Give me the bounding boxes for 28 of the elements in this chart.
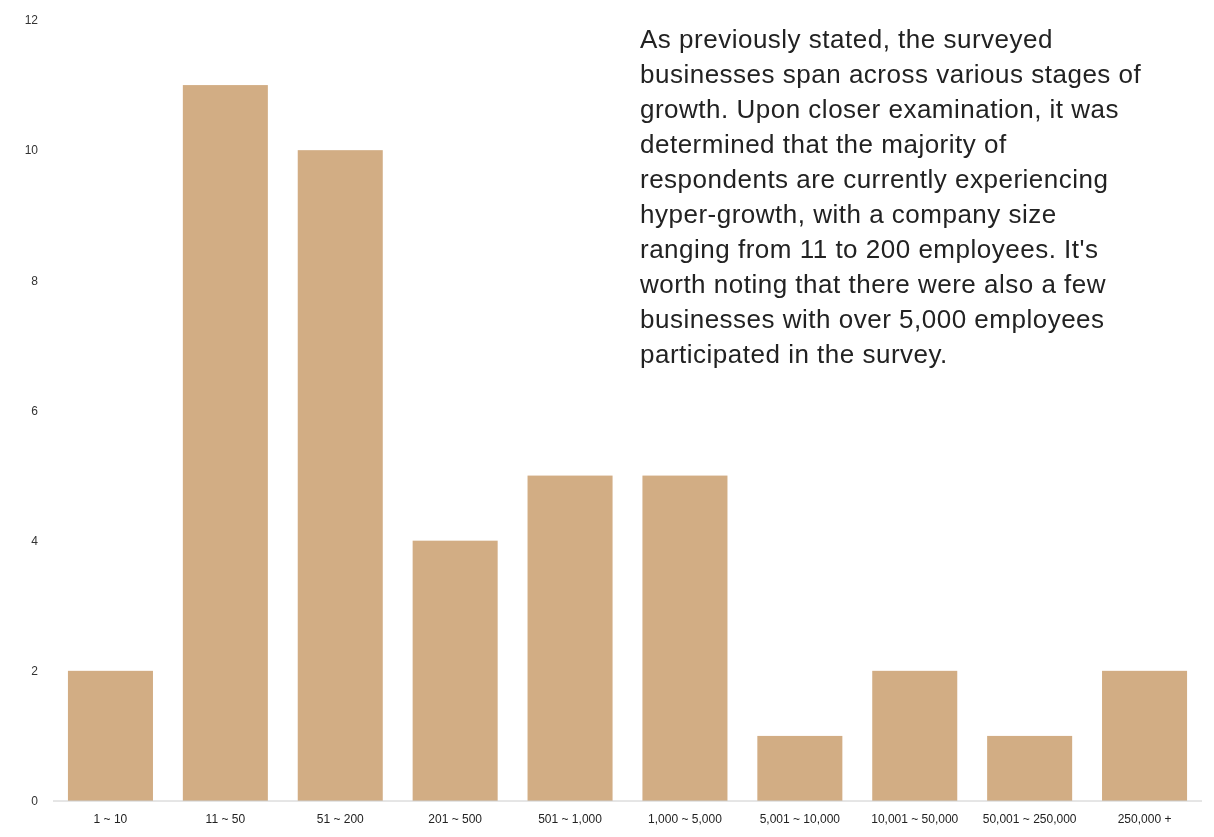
y-tick-label: 10 [24,143,39,158]
y-tick-label: 12 [24,13,39,28]
x-tick-label: 51 ~ 200 [316,812,365,826]
x-tick-label: 1 ~ 10 [93,812,128,826]
bar [412,540,498,801]
y-tick-label: 6 [31,403,39,418]
bar [757,735,843,801]
bar [67,670,153,801]
x-tick-label: 501 ~ 1,000 [538,812,603,826]
text: As previously stated, the surveyed businesses span across various stages of growth. Upon closer examination, it was determined that the majority of respondents are currently experiencing hyper-growth, with a company size ranging from 11 to 200 employees. It's worth noting that there were also a few businesses with over 5,000 employees participated in the survey. [640,24,1142,369]
y-tick-label: 2 [31,664,39,679]
y-tick-label: 4 [31,533,39,548]
bar [182,85,268,801]
bar [872,670,958,801]
x-tick-label: 1,000 ~ 5,000 [648,812,723,826]
bar [297,150,383,801]
bar [1102,670,1188,801]
bar [987,735,1073,801]
x-tick-label: 5,001 ~ 10,000 [759,812,841,826]
bar [642,475,728,801]
x-tick-label: 10,001 ~ 50,000 [871,812,959,826]
bar [527,475,613,801]
x-tick-label: 50,001 ~ 250,000 [982,812,1077,826]
x-tick-label: 11 ~ 50 [205,812,246,826]
x-tick-label: 201 ~ 500 [428,812,483,826]
y-tick-label: 8 [31,273,39,288]
x-tick-label: 250,000 + [1117,812,1172,826]
y-tick-label: 0 [31,794,39,809]
